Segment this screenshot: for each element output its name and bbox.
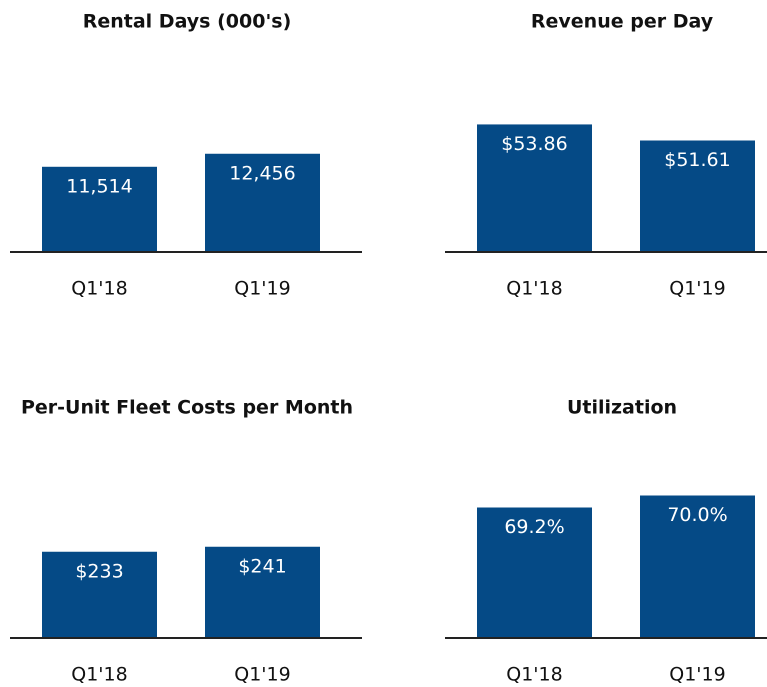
value-label: $233 (75, 560, 123, 582)
bar (477, 124, 592, 252)
x-tick-label: Q1'18 (71, 664, 127, 686)
bar (640, 495, 755, 638)
bar (205, 153, 320, 252)
x-tick-label: Q1'19 (234, 278, 290, 300)
x-tick-label: Q1'18 (506, 278, 562, 300)
value-label: 69.2% (504, 516, 564, 538)
chart-title: Per-Unit Fleet Costs per Month (21, 397, 353, 419)
value-label: 70.0% (667, 504, 727, 526)
value-label: 11,514 (66, 175, 132, 197)
bar (640, 140, 755, 252)
x-tick-label: Q1'19 (234, 664, 290, 686)
value-label: 12,456 (229, 162, 295, 184)
value-label: $53.86 (501, 133, 567, 155)
chart-title: Revenue per Day (531, 11, 714, 33)
bar (477, 507, 592, 638)
bar (205, 546, 320, 638)
bar (42, 551, 157, 638)
x-tick-label: Q1'18 (71, 278, 127, 300)
bar (42, 166, 157, 252)
x-tick-label: Q1'18 (506, 664, 562, 686)
chart-title: Rental Days (000's) (83, 11, 292, 33)
value-label: $241 (238, 555, 286, 577)
x-tick-label: Q1'19 (669, 278, 725, 300)
x-tick-label: Q1'19 (669, 664, 725, 686)
chart-title: Utilization (567, 397, 677, 419)
value-label: $51.61 (664, 149, 730, 171)
